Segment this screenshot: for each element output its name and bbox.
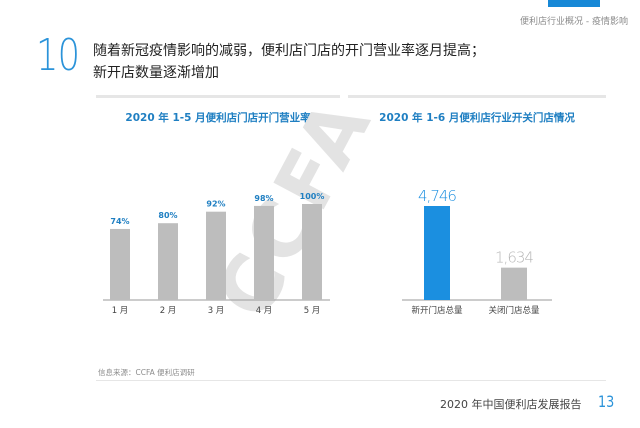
chart1-bar-5 xyxy=(302,204,322,300)
chart1-tick-label-2: 2 月 xyxy=(160,306,177,316)
chart1-bar-1 xyxy=(110,228,130,300)
breadcrumb: 便利店行业概况 - 疫情影响 xyxy=(520,17,628,27)
chart2-value-label-2: 1,634 xyxy=(495,249,533,267)
watermark-text: CCFA xyxy=(200,83,390,333)
chart2-tick-label-1: 新开门店总量 xyxy=(411,305,463,316)
chart1-value-label-3: 92% xyxy=(206,200,225,209)
right-panel-rule xyxy=(348,95,606,98)
chart1-bar-4 xyxy=(254,205,274,300)
chart1-value-label-4: 98% xyxy=(254,194,273,203)
chart1-bar-2 xyxy=(158,223,178,300)
bottom-rule xyxy=(96,380,606,381)
headline-line-1: 随着新冠疫情影响的减弱，便利店门店的开门营业率逐月提高； xyxy=(93,43,485,59)
chart2-tick-label-2: 关闭门店总量 xyxy=(488,305,540,316)
section-number: 10 xyxy=(36,30,80,81)
source-note: 信息来源：CCFA 便利店调研 xyxy=(98,368,195,377)
chart1-bar-3 xyxy=(206,211,226,300)
report-title: 2020 年中国便利店发展报告 xyxy=(440,398,582,411)
page-number: 13 xyxy=(598,392,615,411)
headline-line-2: 新开店数量逐渐增加 xyxy=(93,65,219,81)
chart1-tick-label-4: 4 月 xyxy=(256,306,273,316)
header-accent-tab xyxy=(548,0,600,7)
chart-title-opening-rate: 2020 年 1-5 月便利店门店开门营业率 xyxy=(125,112,311,124)
chart2-bar-1 xyxy=(424,206,450,300)
chart2-bar-2 xyxy=(501,267,527,300)
chart1-value-label-5: 100% xyxy=(300,192,325,201)
chart1-tick-label-3: 3 月 xyxy=(208,306,225,316)
chart1-tick-label-5: 5 月 xyxy=(304,306,321,316)
chart1-value-label-1: 74% xyxy=(110,217,129,226)
chart2-value-label-1: 4,746 xyxy=(418,187,456,205)
chart-title-store-openings: 2020 年 1-6 月便利店行业开关门店情况 xyxy=(379,112,575,124)
headline: 随着新冠疫情影响的减弱，便利店门店的开门营业率逐月提高； 新开店数量逐渐增加 xyxy=(93,40,485,84)
chart1-tick-label-1: 1 月 xyxy=(112,306,129,316)
left-panel-rule xyxy=(96,95,340,98)
chart1-value-label-2: 80% xyxy=(158,211,177,220)
